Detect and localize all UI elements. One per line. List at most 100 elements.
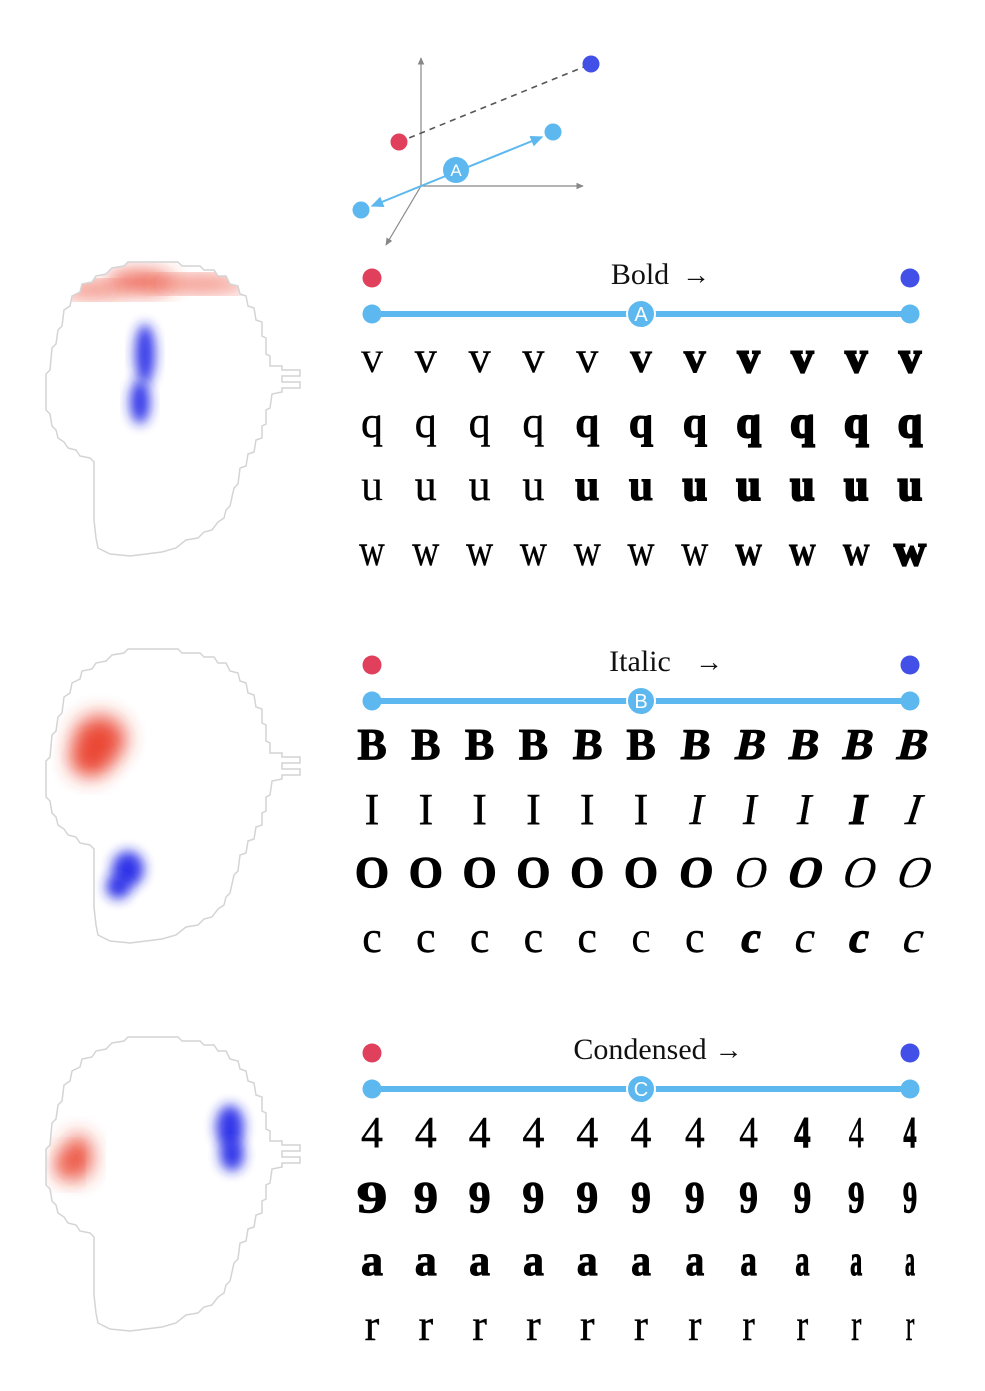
- glyph: r: [742, 1301, 755, 1349]
- glyph: B: [465, 720, 494, 769]
- glyph: u: [683, 461, 707, 510]
- glyph: r: [418, 1301, 433, 1350]
- glyph: c: [362, 913, 382, 962]
- vector-label: A: [450, 161, 462, 180]
- glyph: I: [900, 785, 930, 834]
- glyph: I: [686, 784, 709, 834]
- glyph: 9: [685, 1174, 705, 1222]
- glyph: q: [575, 398, 600, 447]
- activation-heatmap: [45, 261, 301, 557]
- glyph: 4: [849, 1109, 864, 1158]
- panel-title: Italic: [609, 645, 671, 678]
- point-light-blue-end: [544, 123, 562, 141]
- glyph: v: [469, 333, 491, 382]
- glyph: v: [791, 333, 813, 382]
- glyph: a: [631, 1237, 651, 1285]
- endpoint-end: [900, 1043, 920, 1063]
- glyph: I: [418, 785, 433, 834]
- glyph: O: [838, 848, 884, 897]
- glyph: a: [905, 1238, 915, 1286]
- direction-arrow: →: [682, 260, 710, 291]
- glyph: I: [793, 784, 816, 834]
- line-marker-label: A: [634, 304, 648, 326]
- endpoint-end: [900, 655, 920, 675]
- glyph: a: [415, 1236, 437, 1285]
- glyph: O: [891, 848, 940, 896]
- glyph: w: [627, 526, 654, 574]
- glyph: 4: [415, 1108, 437, 1157]
- glyph: q: [844, 398, 869, 447]
- glyph: v: [361, 333, 383, 382]
- glyph: c: [524, 913, 544, 962]
- glyph: B: [732, 719, 772, 768]
- line-marker-circle: [626, 1074, 656, 1104]
- glyph: a: [795, 1237, 809, 1286]
- glyph: 9: [414, 1174, 438, 1223]
- heat-blob-red: [60, 284, 120, 296]
- direction-arrow: →: [715, 1035, 743, 1066]
- glyph: B: [786, 719, 824, 769]
- glyph: I: [526, 785, 541, 834]
- latent-space-diagram: A: [352, 55, 600, 246]
- glyph: O: [516, 848, 550, 897]
- heat-blob-blue: [130, 380, 150, 424]
- glyph: O: [409, 848, 443, 897]
- glyph: I: [580, 785, 595, 834]
- heat-blob-blue: [135, 324, 155, 384]
- glyph: r: [472, 1301, 487, 1350]
- glyph: w: [735, 526, 762, 574]
- vector-a-forward: [420, 136, 544, 187]
- line-end-right: [900, 1079, 920, 1099]
- glyph: c: [470, 913, 490, 962]
- direction-arrow: →: [695, 647, 723, 678]
- glyph: B: [839, 719, 879, 768]
- head-outline: [45, 261, 301, 557]
- glyph: r: [365, 1301, 380, 1350]
- glyph: c: [631, 913, 651, 962]
- heat-blob-red: [56, 1151, 76, 1179]
- line-marker-circle: [626, 299, 656, 329]
- glyph: u: [361, 461, 383, 510]
- vector-label-circle: [443, 157, 469, 183]
- glyph: 4: [361, 1108, 383, 1157]
- glyph: 4: [794, 1109, 810, 1158]
- glyph: u: [844, 461, 868, 510]
- glyph: c: [577, 913, 597, 962]
- endpoint-start: [362, 268, 382, 288]
- glyph: 4: [903, 1108, 916, 1157]
- panel-title: Condensed: [573, 1033, 706, 1066]
- glyph: r: [851, 1302, 862, 1351]
- glyph: a: [740, 1237, 756, 1286]
- glyph: B: [572, 720, 605, 769]
- panel-title: Bold: [611, 258, 669, 291]
- glyph: q: [522, 398, 544, 447]
- panel-condensed: Condensed →C4 4 4 4 4 4 4 4 4 4 49 9 9 9 9 9 9 9 9 9 9a a a a a a a…: [45, 1033, 920, 1351]
- glyph: u: [736, 461, 760, 510]
- glyph: u: [898, 461, 922, 510]
- heat-blob-blue: [220, 1139, 244, 1171]
- glyph: u: [522, 461, 544, 510]
- glyph: u: [629, 461, 653, 510]
- glyph: 9: [469, 1173, 491, 1222]
- glyph: w: [843, 526, 870, 574]
- glyph: B: [626, 720, 655, 769]
- glyph: 9: [357, 1173, 388, 1222]
- glyph: r: [906, 1301, 915, 1350]
- heat-blob-red: [70, 741, 110, 777]
- glyph: 9: [631, 1174, 651, 1222]
- glyph: 4: [739, 1108, 758, 1156]
- glyph: u: [469, 461, 491, 510]
- glyph: c: [737, 912, 765, 962]
- glyph: r: [580, 1301, 595, 1350]
- point-blue: [582, 55, 600, 73]
- line-end-left: [362, 1079, 382, 1099]
- glyph: q: [469, 398, 491, 447]
- head-outline: [45, 1036, 301, 1332]
- glyph: 9: [848, 1174, 864, 1223]
- glyph: I: [846, 784, 872, 834]
